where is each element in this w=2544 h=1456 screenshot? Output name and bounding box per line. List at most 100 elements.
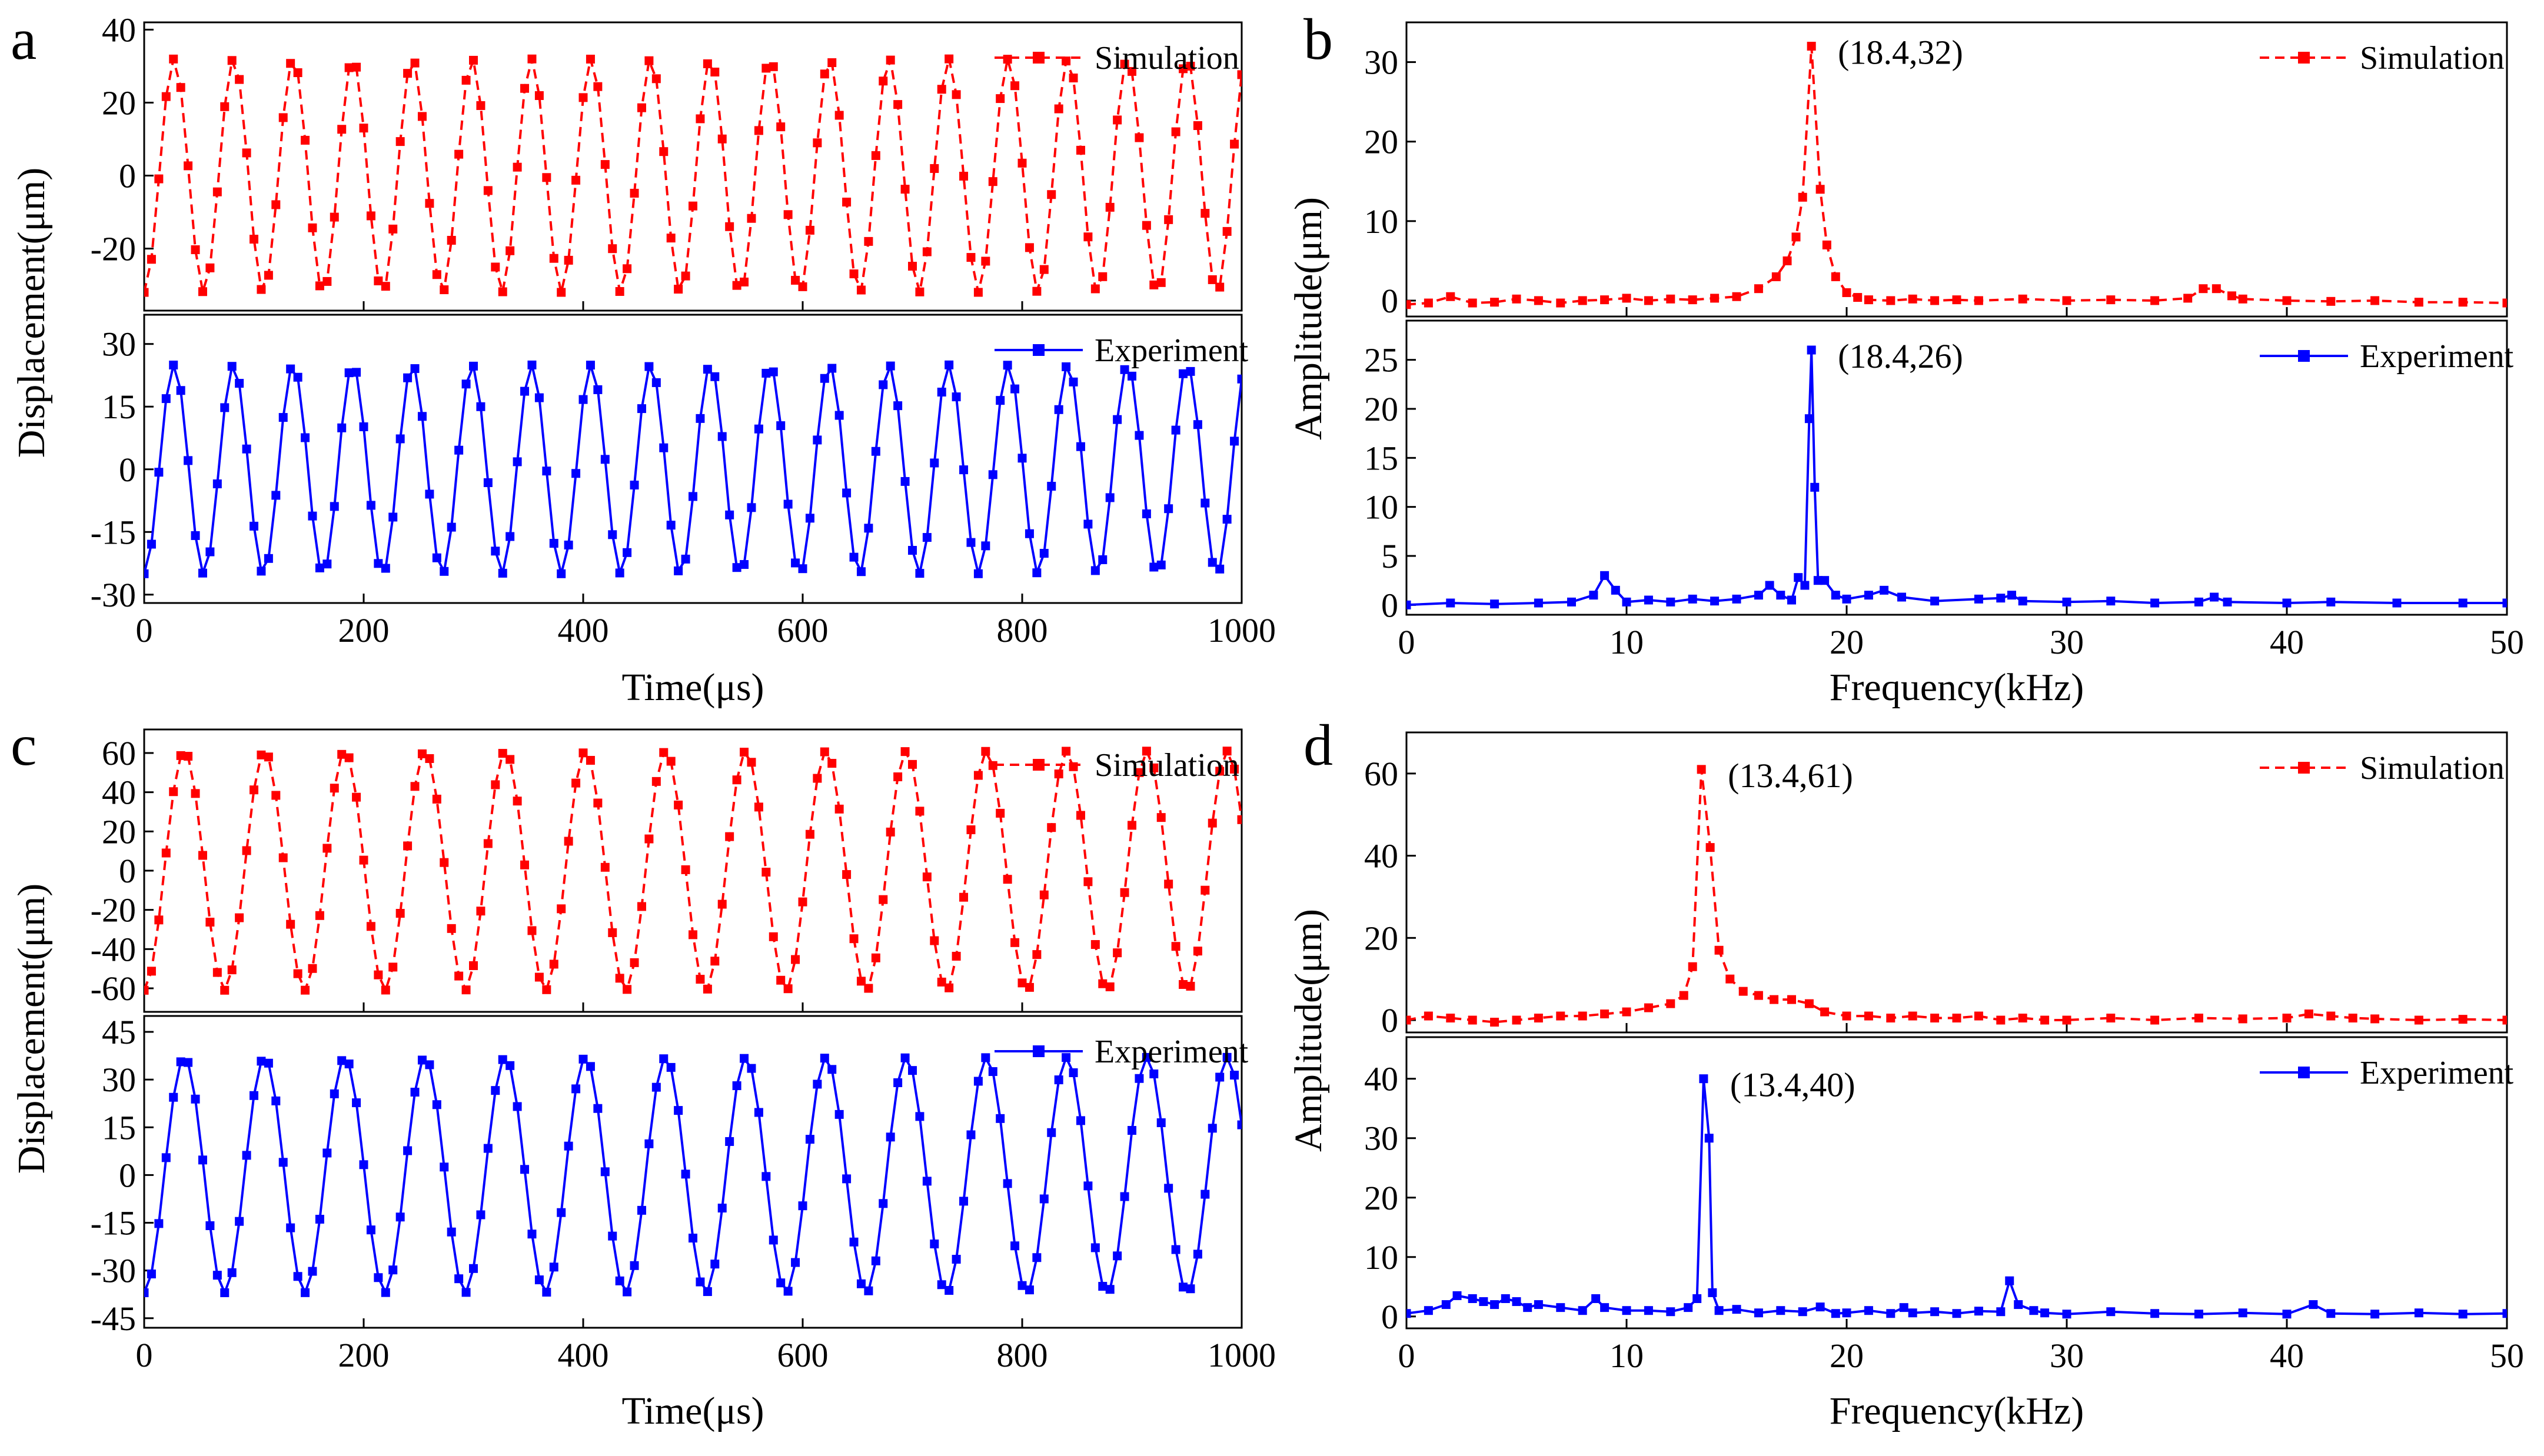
data-point	[1171, 942, 1180, 951]
data-point	[666, 521, 676, 530]
data-point	[1230, 1071, 1239, 1080]
data-point	[432, 553, 441, 562]
x-axis-title: Time(μs)	[622, 1390, 764, 1432]
data-point	[2238, 1308, 2247, 1318]
legend-label: Simulation	[1095, 747, 1239, 784]
plot-frame	[1405, 1036, 2508, 1330]
data-point	[520, 84, 530, 93]
series-experiment	[1406, 345, 2507, 609]
data-point	[330, 502, 339, 511]
data-point	[257, 750, 266, 759]
y-tick-label: 20	[1364, 123, 1398, 161]
data-point	[1589, 591, 1598, 600]
data-point	[805, 514, 814, 523]
data-point	[879, 380, 888, 389]
data-point	[1490, 599, 1499, 609]
legend-label: Experiment	[2360, 1055, 2514, 1091]
data-point	[886, 1132, 895, 1142]
data-point	[1083, 1181, 1093, 1191]
data-point	[1156, 1118, 1166, 1127]
data-point	[1003, 361, 1012, 370]
data-point	[461, 379, 471, 389]
data-point	[220, 102, 230, 111]
data-point	[761, 867, 771, 877]
data-point	[447, 522, 456, 532]
y-tick-label: 60	[102, 734, 136, 772]
data-point	[725, 832, 734, 841]
data-point	[1446, 292, 1455, 301]
data-point	[176, 751, 185, 760]
data-point	[352, 1098, 361, 1108]
y-tick-label: 0	[119, 852, 136, 890]
data-point	[659, 748, 669, 757]
data-point	[1930, 1014, 1940, 1023]
data-point	[791, 275, 800, 285]
data-point	[184, 752, 193, 761]
data-point	[1047, 823, 1056, 832]
data-point	[1622, 1306, 1631, 1315]
data-point	[856, 567, 866, 577]
data-point	[813, 138, 822, 148]
data-point	[696, 114, 705, 124]
data-point	[973, 569, 983, 578]
data-point	[513, 457, 522, 467]
data-point	[659, 1054, 669, 1064]
data-point	[1754, 284, 1763, 294]
data-point	[1105, 202, 1115, 212]
data-point	[1076, 442, 1085, 451]
x-axis-title: Frequency(kHz)	[1830, 1390, 2084, 1432]
data-point	[564, 255, 573, 265]
data-point	[403, 373, 413, 382]
data-point	[1688, 962, 1697, 971]
data-point	[754, 1108, 763, 1117]
data-point	[1776, 591, 1785, 600]
data-point	[2062, 296, 2071, 305]
data-point	[469, 961, 478, 970]
data-point	[871, 953, 880, 962]
y-tick-label: -15	[91, 513, 136, 551]
data-point	[425, 754, 434, 763]
data-point	[1930, 296, 1940, 305]
data-point	[915, 569, 925, 578]
y-tick-label: 20	[1364, 390, 1398, 428]
data-point	[1098, 979, 1108, 988]
x-tick-label: 50	[2490, 1337, 2524, 1375]
data-point	[1567, 597, 1576, 607]
data-point	[1208, 275, 1217, 284]
data-point	[1098, 555, 1108, 564]
data-point	[250, 235, 258, 244]
y-tick-label: 15	[1364, 439, 1398, 477]
data-point	[879, 1199, 888, 1208]
data-point	[491, 780, 500, 789]
data-point	[506, 755, 515, 764]
data-point	[1864, 1306, 1873, 1315]
data-point	[996, 1114, 1005, 1123]
series-experiment	[144, 360, 1242, 578]
data-point	[1237, 1120, 1242, 1130]
data-point	[144, 985, 149, 995]
data-point	[161, 1153, 171, 1162]
data-point	[578, 395, 588, 404]
data-point	[827, 759, 837, 768]
data-point	[689, 930, 697, 939]
data-point	[227, 56, 237, 65]
data-point	[1128, 371, 1136, 381]
data-point	[1032, 950, 1042, 959]
data-point	[571, 1084, 581, 1094]
y-axis-title: Amplitude(μm)	[1287, 197, 1330, 440]
data-point	[651, 1082, 661, 1092]
data-point	[2106, 295, 2116, 305]
data-point	[1738, 987, 1748, 996]
data-point	[417, 412, 427, 421]
data-point	[366, 922, 375, 931]
data-point	[144, 1288, 149, 1298]
data-point	[623, 548, 632, 557]
data-point	[1406, 300, 1411, 309]
data-point	[315, 911, 324, 920]
data-point	[893, 100, 903, 109]
data-point	[1622, 1007, 1631, 1017]
data-point	[337, 423, 347, 432]
data-point	[908, 759, 917, 769]
data-point	[1996, 594, 2006, 603]
data-point	[1069, 74, 1078, 83]
